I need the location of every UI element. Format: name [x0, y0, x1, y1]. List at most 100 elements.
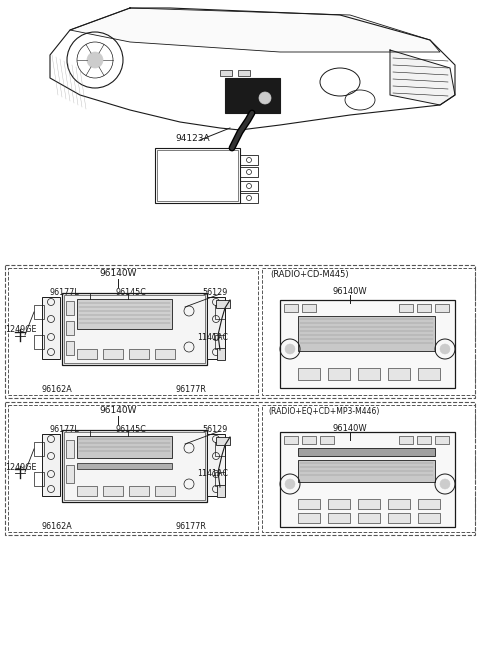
- Bar: [77, 436, 172, 458]
- Bar: [417, 304, 431, 312]
- Text: 96177L: 96177L: [50, 288, 80, 297]
- Bar: [5, 402, 475, 535]
- Bar: [240, 167, 258, 177]
- Bar: [64, 295, 205, 363]
- Bar: [215, 472, 225, 486]
- Circle shape: [440, 344, 450, 354]
- Text: 96145C: 96145C: [115, 425, 146, 434]
- Bar: [220, 70, 232, 76]
- Text: 96140W: 96140W: [333, 287, 367, 296]
- Bar: [238, 70, 250, 76]
- Bar: [302, 436, 316, 444]
- Circle shape: [440, 479, 450, 489]
- Circle shape: [285, 344, 295, 354]
- Bar: [66, 321, 74, 335]
- Circle shape: [285, 479, 295, 489]
- Bar: [328, 499, 350, 509]
- Bar: [240, 155, 258, 165]
- Bar: [103, 349, 123, 359]
- Bar: [217, 485, 225, 497]
- Bar: [207, 434, 225, 496]
- Bar: [298, 448, 435, 456]
- Bar: [262, 405, 475, 532]
- Bar: [328, 513, 350, 523]
- Bar: [320, 436, 334, 444]
- Bar: [215, 305, 225, 319]
- Text: (RADIO+CD-M445): (RADIO+CD-M445): [270, 270, 348, 279]
- Bar: [129, 486, 149, 496]
- Bar: [418, 499, 440, 509]
- Bar: [8, 268, 258, 395]
- Bar: [298, 499, 320, 509]
- Text: 94123A: 94123A: [175, 134, 210, 143]
- Bar: [358, 499, 380, 509]
- Bar: [77, 486, 97, 496]
- Bar: [5, 265, 475, 398]
- Circle shape: [259, 92, 271, 104]
- Bar: [284, 436, 298, 444]
- Bar: [34, 442, 44, 456]
- Bar: [66, 301, 74, 315]
- Bar: [418, 368, 440, 380]
- Bar: [66, 465, 74, 483]
- Bar: [284, 304, 298, 312]
- Text: 96140W: 96140W: [99, 269, 137, 278]
- Bar: [435, 304, 449, 312]
- Bar: [298, 368, 320, 380]
- Bar: [62, 430, 207, 502]
- Bar: [215, 442, 225, 456]
- Bar: [216, 300, 230, 308]
- Bar: [157, 150, 238, 201]
- Text: (RADIO+EQ+CD+MP3-M446): (RADIO+EQ+CD+MP3-M446): [268, 407, 379, 416]
- Bar: [77, 463, 172, 469]
- Bar: [42, 434, 60, 496]
- Bar: [129, 349, 149, 359]
- Bar: [34, 472, 44, 486]
- Text: 1249GE: 1249GE: [5, 462, 36, 472]
- Text: 56129: 56129: [203, 288, 228, 297]
- Bar: [358, 368, 380, 380]
- Text: 96140W: 96140W: [99, 406, 137, 415]
- Bar: [388, 368, 410, 380]
- Bar: [298, 316, 435, 351]
- Bar: [8, 405, 258, 532]
- Text: 96145C: 96145C: [115, 288, 146, 297]
- Text: 96177R: 96177R: [175, 522, 206, 531]
- Bar: [399, 436, 413, 444]
- Bar: [388, 513, 410, 523]
- Bar: [62, 293, 207, 365]
- Bar: [216, 437, 230, 445]
- Bar: [34, 305, 44, 319]
- Bar: [34, 335, 44, 349]
- Bar: [328, 368, 350, 380]
- Bar: [298, 513, 320, 523]
- Bar: [358, 513, 380, 523]
- Bar: [77, 299, 172, 329]
- Bar: [302, 304, 316, 312]
- Bar: [155, 486, 175, 496]
- Bar: [298, 460, 435, 482]
- Bar: [388, 499, 410, 509]
- Bar: [66, 440, 74, 458]
- Bar: [417, 436, 431, 444]
- Bar: [262, 268, 475, 395]
- Bar: [155, 349, 175, 359]
- Bar: [225, 78, 280, 113]
- Text: 1141AC: 1141AC: [197, 470, 228, 478]
- Bar: [280, 432, 455, 527]
- Bar: [155, 148, 240, 203]
- Bar: [240, 181, 258, 191]
- Text: 56129: 56129: [203, 425, 228, 434]
- Bar: [215, 335, 225, 349]
- Bar: [103, 486, 123, 496]
- Bar: [418, 513, 440, 523]
- Text: 96177L: 96177L: [50, 425, 80, 434]
- Text: 1249GE: 1249GE: [5, 325, 36, 335]
- Bar: [64, 432, 205, 500]
- Text: 96162A: 96162A: [42, 522, 73, 531]
- Bar: [42, 297, 60, 359]
- Bar: [280, 300, 455, 388]
- Circle shape: [87, 52, 103, 68]
- Text: 96140W: 96140W: [333, 424, 367, 433]
- Bar: [217, 348, 225, 360]
